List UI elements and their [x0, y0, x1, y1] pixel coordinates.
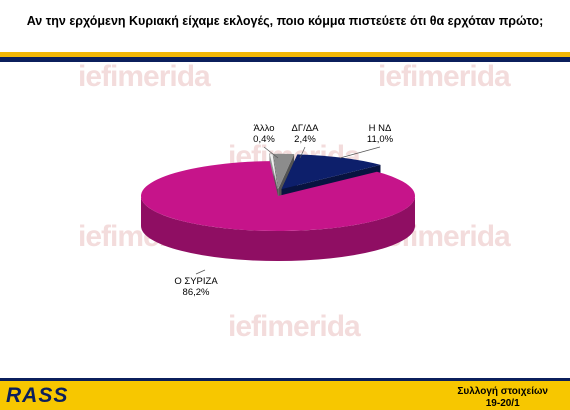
- watermark: iefimerida: [228, 310, 361, 343]
- leader-line-άλλο: [263, 146, 279, 159]
- watermark: iefimerida: [378, 60, 511, 93]
- pie-slice-δγ-δα: [273, 153, 295, 189]
- leader-line-η-νδ: [339, 146, 381, 159]
- rass-logo: RASS: [6, 384, 69, 407]
- footer-stripe: [0, 378, 570, 381]
- slice-value-label: 11,0%: [367, 134, 394, 145]
- pie-slice-ο-συριζα: [141, 161, 416, 232]
- header-stripe-gold: [0, 52, 570, 57]
- slice-value-label: 86,2%: [183, 287, 210, 298]
- pie-tops: [141, 153, 416, 232]
- slice-value-label: 2,4%: [294, 134, 316, 145]
- leader-line-δγ-δα: [299, 146, 306, 159]
- leader-line-ο-συριζα: [195, 269, 206, 275]
- pie-leaders: [195, 146, 381, 275]
- slice-name-label: Άλλο: [254, 123, 275, 134]
- chart-title: Αν την ερχόμενη Κυριακή είχαμε εκλογές, …: [26, 14, 544, 28]
- slice-value-label: 0,4%: [253, 134, 275, 145]
- slice-name-label: ΔΓ/ΔΑ: [292, 123, 320, 134]
- header-stripe-navy: [0, 57, 570, 62]
- header-stripe: [0, 52, 570, 62]
- pie-slice-η-νδ: [281, 154, 381, 190]
- slice-name-label: Η ΝΔ: [369, 123, 392, 134]
- footer-bar: RASS Συλλογή στοιχείων 19-20/1: [0, 378, 570, 410]
- watermark: iefimerida: [78, 60, 211, 93]
- collection-dates: 19-20/1: [485, 398, 520, 409]
- collection-info: Συλλογή στοιχείων 19-20/1: [457, 386, 548, 410]
- collection-label: Συλλογή στοιχείων: [457, 386, 548, 397]
- pie-side-ο-συριζα: [141, 196, 415, 261]
- slice-name-label: Ο ΣΥΡΙΖΑ: [174, 276, 218, 287]
